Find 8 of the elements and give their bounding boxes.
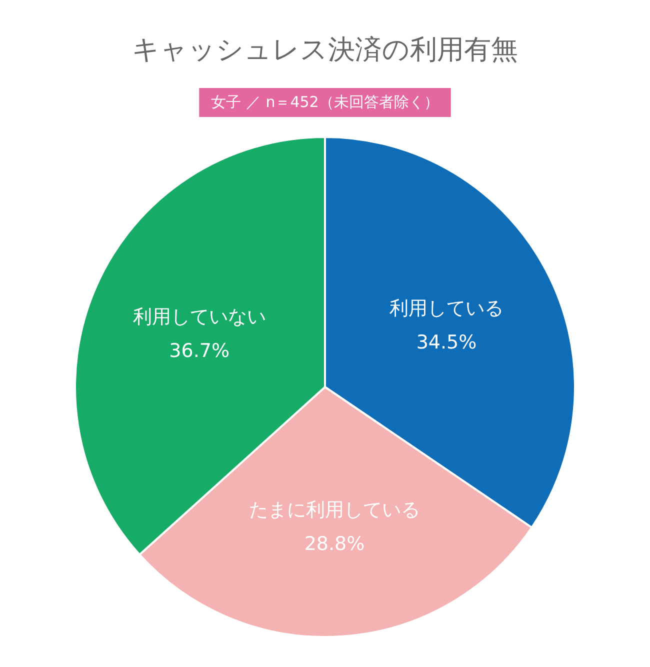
slice-label: たまに利用している xyxy=(248,499,420,522)
slice-label: 利用している xyxy=(390,298,504,320)
chart-subtitle: 女子 ／ n＝452（未回答者除く） xyxy=(211,93,439,111)
data-label: 36.7% xyxy=(169,340,230,362)
data-label: 28.8% xyxy=(304,533,365,556)
data-label: 34.5% xyxy=(416,332,477,354)
chart-title: キャッシュレス決済の利用有無 xyxy=(132,34,518,66)
slice-label: 利用していない xyxy=(132,306,266,328)
